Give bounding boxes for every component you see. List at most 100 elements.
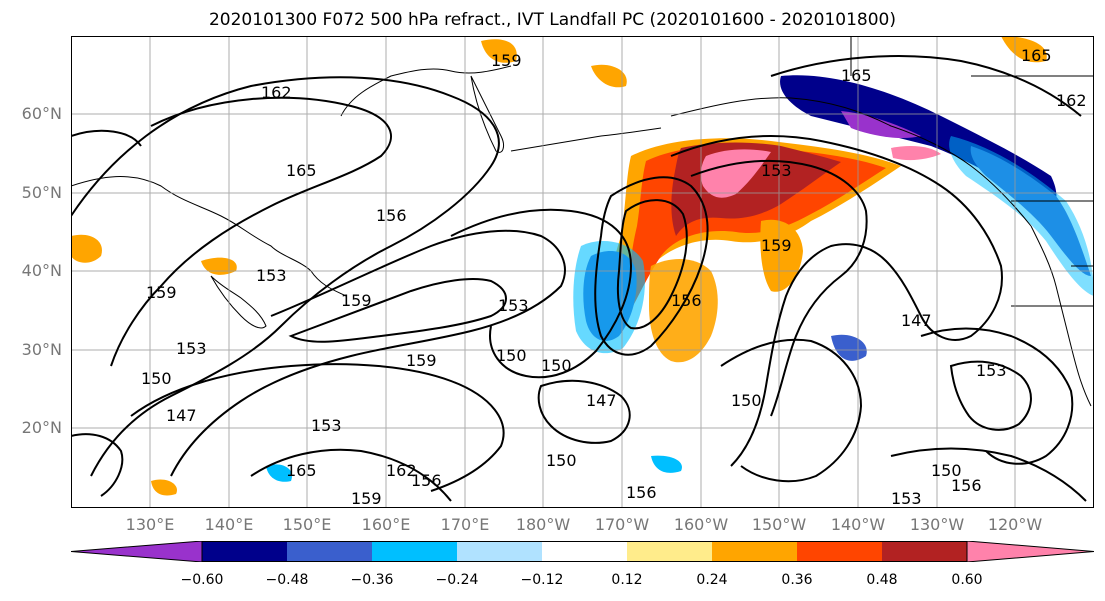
lon-label: 170°W	[594, 515, 650, 534]
region-orange-north	[481, 39, 517, 63]
region-pink-gulf	[891, 146, 941, 161]
contour-label: 165	[286, 461, 317, 480]
colorbar-tick: 0.60	[951, 572, 983, 588]
contour-label: 156	[411, 471, 442, 490]
contour-label: 150	[141, 369, 172, 388]
contour-label: 153	[976, 361, 1007, 380]
contour-label: 165	[286, 161, 317, 180]
lon-label: 170°E	[440, 515, 490, 534]
colorbar-tick: 0.48	[866, 572, 898, 588]
contour-label: 159	[406, 351, 437, 370]
lon-label: 140°E	[204, 515, 254, 534]
region-cyan-bc	[949, 136, 1094, 296]
region-purple-gulf	[780, 75, 1057, 207]
lon-label: 140°W	[830, 515, 886, 534]
contour-label: 162	[386, 461, 417, 480]
region-orange-sw	[151, 479, 177, 496]
contour-label: 162	[261, 83, 292, 102]
colorbar-segment	[372, 541, 457, 562]
contour-label: 162	[1056, 91, 1087, 110]
contour-label: 153	[498, 296, 529, 315]
contour-label: 150	[496, 346, 527, 365]
map-frame	[71, 36, 1094, 508]
colorbar-left-extension	[70, 540, 203, 563]
contour-label: 150	[931, 461, 962, 480]
lon-label: 160°W	[673, 515, 729, 534]
contour-label: 150	[546, 451, 577, 470]
contour-10	[690, 159, 868, 417]
contour-1	[70, 76, 500, 477]
coastline-alaska	[670, 97, 1032, 227]
contour-15	[949, 360, 1032, 431]
contour-label: 156	[951, 476, 982, 495]
contour-5	[130, 363, 505, 492]
contour-label: 159	[761, 236, 792, 255]
colorbar-segment	[202, 541, 287, 562]
graticule	[71, 36, 1094, 508]
coastline-kamchatka	[470, 75, 504, 153]
refractivity-contours	[70, 55, 1087, 502]
colorbar-segment	[882, 541, 967, 562]
contour-label: 147	[166, 406, 197, 425]
region-orange-west	[71, 234, 102, 263]
contour-label: 147	[586, 391, 617, 410]
colorbar-segment	[542, 541, 627, 562]
contour-label: 159	[351, 489, 382, 508]
colorbar-tick: 0.24	[696, 572, 728, 588]
contour-label: 156	[626, 483, 657, 502]
colorbar-segment	[797, 541, 882, 562]
colorbar-tick: 0.12	[611, 572, 643, 588]
contour-18	[890, 447, 1087, 502]
colorbar-tick: −0.24	[435, 572, 479, 588]
lat-label: 30°N	[21, 340, 62, 359]
contour-3	[170, 229, 566, 477]
lon-label: 130°E	[125, 515, 175, 534]
lat-label: 50°N	[21, 183, 62, 202]
lat-label: 40°N	[21, 261, 62, 280]
contour-9	[670, 135, 1003, 467]
region-violet-gulf	[841, 111, 921, 139]
contour-label: 153	[891, 489, 922, 508]
contour-label: 153	[761, 161, 792, 180]
region-orange-ne	[1001, 36, 1047, 63]
contour-label: 150	[731, 391, 762, 410]
contour-12	[537, 379, 631, 444]
contour-6	[450, 208, 633, 379]
contour-2	[110, 96, 392, 367]
lat-label: 60°N	[21, 104, 62, 123]
contour-label: 147	[901, 311, 932, 330]
contour-label: 159	[341, 291, 372, 310]
lat-label: 20°N	[21, 418, 62, 437]
contour-label: 150	[541, 356, 572, 375]
state-border-1	[850, 36, 1094, 307]
colorbar-tick: −0.48	[265, 572, 309, 588]
colorbar-tick: −0.36	[350, 572, 394, 588]
colorbar-segment	[287, 541, 372, 562]
contour-label: 159	[491, 51, 522, 70]
colorbar-segment	[457, 541, 542, 562]
contour-label: 153	[256, 266, 287, 285]
contour-8	[616, 199, 688, 330]
contour-19	[70, 129, 142, 147]
colorbar-tick: −0.60	[180, 572, 224, 588]
map-title: 2020101300 F072 500 hPa refract., IVT La…	[208, 10, 896, 30]
colorbar-segment	[627, 541, 712, 562]
contour-label: 159	[146, 283, 177, 302]
contour-13	[770, 55, 1082, 117]
contour-17	[70, 433, 124, 497]
contour-label: 153	[176, 339, 207, 358]
region-orange-bering	[591, 64, 627, 88]
lon-label: 150°E	[282, 515, 332, 534]
region-blue-south	[651, 455, 682, 473]
lon-label: 180°W	[515, 515, 571, 534]
contour-4	[288, 278, 507, 343]
colorbar-svg	[70, 540, 1095, 563]
lon-label: 120°W	[987, 515, 1043, 534]
map-svg: 162 165 156 153 159 153 159 150 147 159 …	[70, 36, 1094, 508]
contour-16	[250, 448, 452, 502]
contour-label: 165	[1021, 46, 1052, 65]
colorbar-tick: −0.12	[520, 572, 564, 588]
contour-11	[720, 338, 863, 483]
colorbar	[70, 540, 1095, 563]
colorbar-right-extension	[966, 540, 1095, 563]
